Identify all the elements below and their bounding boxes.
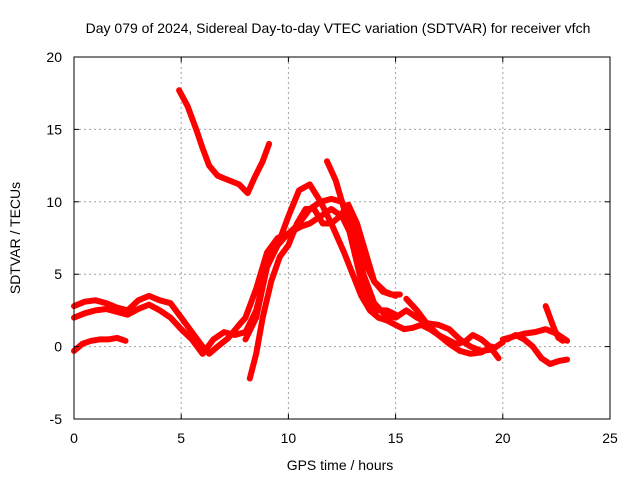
plot-frame (73, 56, 611, 420)
x-axis-label: GPS time / hours (287, 457, 394, 473)
y-tick-label: 20 (46, 49, 62, 65)
y-tick-label: 0 (54, 339, 62, 355)
y-tick-label: -5 (50, 411, 63, 427)
data-series-group (71, 87, 571, 382)
series-line-sat-k (542, 303, 566, 344)
chart-title: Day 079 of 2024, Sidereal Day-to-day VTE… (86, 20, 591, 36)
axis-ticks: 0 5 10 15 20 25 -5 0 5 10 15 20 (46, 49, 618, 446)
grid-lines (74, 57, 610, 419)
y-tick-label: 5 (54, 266, 62, 282)
y-tick-label: 15 (46, 121, 62, 137)
x-tick-label: 5 (177, 430, 185, 446)
series-line-sat-e (246, 201, 403, 382)
y-tick-label: 10 (46, 194, 62, 210)
x-tick-label: 10 (281, 430, 297, 446)
series-line-sat-a (176, 87, 273, 197)
x-tick-label: 20 (495, 430, 511, 446)
series-line-sat-h (403, 295, 496, 357)
x-tick-label: 15 (388, 430, 404, 446)
series-line-sat-d (71, 334, 129, 354)
series-line-sat-f (242, 181, 502, 362)
x-tick-label: 25 (602, 430, 618, 446)
y-axis-label: SDTVAR / TECUs (7, 182, 23, 294)
series-line-sat-g (324, 158, 399, 318)
x-tick-label: 0 (70, 430, 78, 446)
